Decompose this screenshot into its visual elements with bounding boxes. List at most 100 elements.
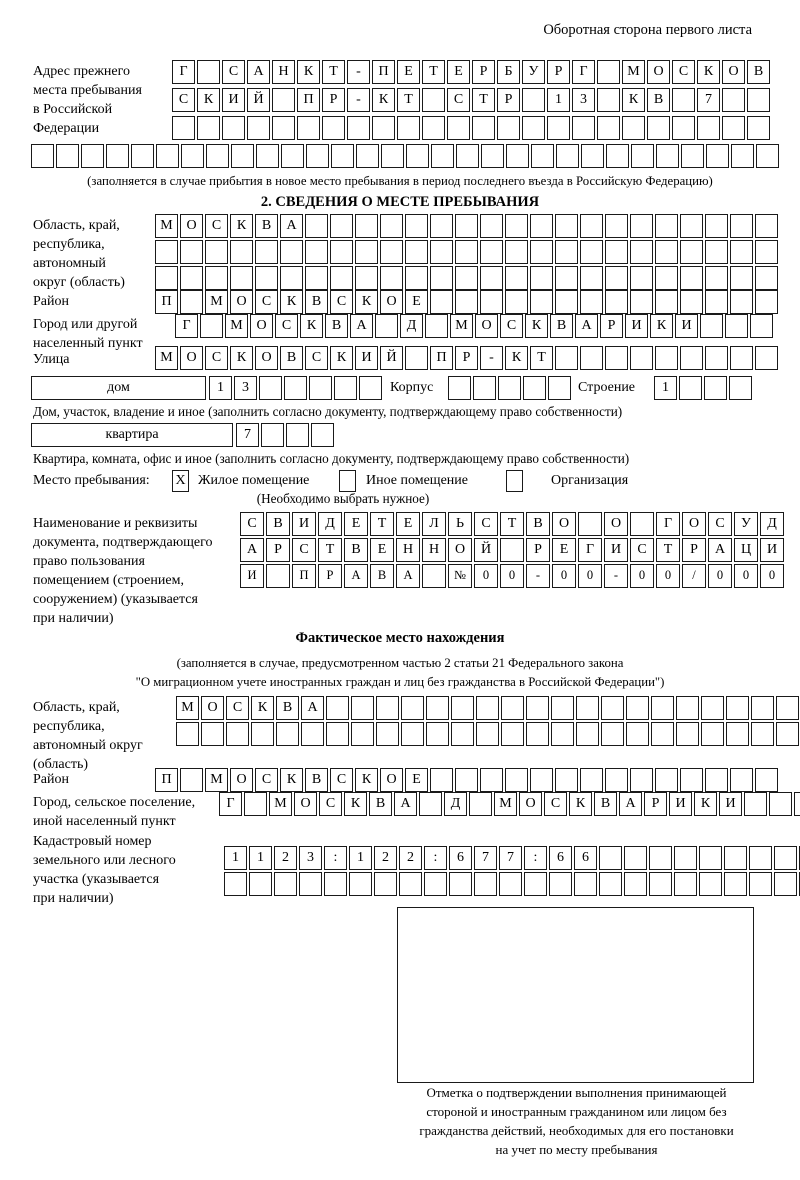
form-cell[interactable]: Т — [500, 512, 524, 536]
form-cell[interactable]: И — [222, 88, 245, 112]
form-cell[interactable]: : — [524, 846, 547, 870]
form-cell[interactable]: Б — [497, 60, 520, 84]
form-cell[interactable]: М — [622, 60, 645, 84]
form-cell[interactable] — [180, 290, 203, 314]
form-cell[interactable] — [630, 266, 653, 290]
form-cell[interactable]: К — [372, 88, 395, 112]
form-cell[interactable]: Р — [526, 538, 550, 562]
form-cell[interactable]: С — [255, 290, 278, 314]
form-cell[interactable]: 1 — [224, 846, 247, 870]
form-cell[interactable] — [430, 240, 453, 264]
form-cell[interactable] — [447, 116, 470, 140]
form-cell[interactable]: К — [330, 346, 353, 370]
form-cell[interactable] — [355, 240, 378, 264]
form-cell[interactable] — [372, 116, 395, 140]
form-cell[interactable]: О — [604, 512, 628, 536]
form-cell[interactable] — [405, 214, 428, 238]
form-cell[interactable]: 2 — [374, 846, 397, 870]
form-cell[interactable] — [469, 792, 492, 816]
form-cell[interactable] — [601, 696, 624, 720]
form-cell[interactable] — [555, 768, 578, 792]
form-cell[interactable]: 6 — [549, 846, 572, 870]
form-cell[interactable] — [655, 768, 678, 792]
form-cell[interactable] — [756, 144, 779, 168]
form-cell[interactable] — [680, 266, 703, 290]
form-cell[interactable] — [755, 768, 778, 792]
form-cell[interactable]: Е — [370, 538, 394, 562]
flat-cells[interactable]: 7 — [236, 423, 336, 447]
form-cell[interactable] — [381, 144, 404, 168]
form-cell[interactable] — [334, 376, 357, 400]
form-cell[interactable]: Ц — [734, 538, 758, 562]
form-cell[interactable] — [555, 346, 578, 370]
form-cell[interactable]: - — [347, 88, 370, 112]
form-cell[interactable] — [774, 872, 797, 896]
form-cell[interactable] — [422, 564, 446, 588]
form-cell[interactable]: Г — [172, 60, 195, 84]
form-cell[interactable]: В — [370, 564, 394, 588]
form-cell[interactable]: И — [625, 314, 648, 338]
form-cell[interactable] — [705, 768, 728, 792]
form-cell[interactable] — [399, 872, 422, 896]
form-cell[interactable] — [680, 214, 703, 238]
form-cell[interactable] — [222, 116, 245, 140]
form-cell[interactable]: Е — [396, 512, 420, 536]
form-cell[interactable]: А — [708, 538, 732, 562]
form-cell[interactable] — [430, 290, 453, 314]
form-cell[interactable]: М — [494, 792, 517, 816]
form-cell[interactable]: О — [180, 346, 203, 370]
korpus-cells[interactable] — [448, 376, 573, 400]
prev-address-row-4[interactable] — [31, 144, 781, 168]
form-cell[interactable]: М — [269, 792, 292, 816]
form-cell[interactable] — [626, 722, 649, 746]
form-cell[interactable] — [180, 266, 203, 290]
form-cell[interactable] — [472, 116, 495, 140]
form-cell[interactable] — [730, 290, 753, 314]
form-cell[interactable] — [426, 696, 449, 720]
form-cell[interactable] — [501, 696, 524, 720]
form-cell[interactable]: 0 — [552, 564, 576, 588]
form-cell[interactable] — [456, 144, 479, 168]
form-cell[interactable] — [180, 768, 203, 792]
form-cell[interactable] — [256, 144, 279, 168]
form-cell[interactable] — [700, 314, 723, 338]
form-cell[interactable]: С — [305, 346, 328, 370]
form-cell[interactable]: О — [230, 290, 253, 314]
form-cell[interactable] — [497, 116, 520, 140]
form-cell[interactable]: М — [225, 314, 248, 338]
form-cell[interactable] — [726, 722, 749, 746]
form-cell[interactable] — [705, 346, 728, 370]
form-cell[interactable] — [526, 722, 549, 746]
form-cell[interactable]: К — [300, 314, 323, 338]
form-cell[interactable] — [755, 214, 778, 238]
form-cell[interactable] — [530, 290, 553, 314]
form-cell[interactable]: К — [230, 214, 253, 238]
form-cell[interactable] — [724, 846, 747, 870]
form-cell[interactable] — [605, 240, 628, 264]
form-cell[interactable] — [205, 266, 228, 290]
form-cell[interactable] — [722, 116, 745, 140]
form-cell[interactable] — [455, 266, 478, 290]
form-cell[interactable] — [580, 768, 603, 792]
form-cell[interactable] — [449, 872, 472, 896]
form-cell[interactable]: / — [682, 564, 706, 588]
form-cell[interactable]: Т — [397, 88, 420, 112]
form-cell[interactable]: К — [697, 60, 720, 84]
form-cell[interactable]: С — [292, 538, 316, 562]
form-cell[interactable]: Р — [682, 538, 706, 562]
form-cell[interactable] — [572, 116, 595, 140]
form-cell[interactable] — [155, 266, 178, 290]
form-cell[interactable] — [255, 266, 278, 290]
form-cell[interactable]: Й — [380, 346, 403, 370]
form-cell[interactable]: 2 — [274, 846, 297, 870]
form-cell[interactable]: К — [650, 314, 673, 338]
form-cell[interactable] — [206, 144, 229, 168]
region-row-2[interactable] — [155, 240, 780, 264]
form-cell[interactable] — [599, 872, 622, 896]
form-cell[interactable] — [322, 116, 345, 140]
form-cell[interactable] — [769, 792, 792, 816]
form-cell[interactable] — [401, 722, 424, 746]
form-cell[interactable] — [605, 214, 628, 238]
form-cell[interactable] — [647, 116, 670, 140]
form-cell[interactable] — [580, 240, 603, 264]
